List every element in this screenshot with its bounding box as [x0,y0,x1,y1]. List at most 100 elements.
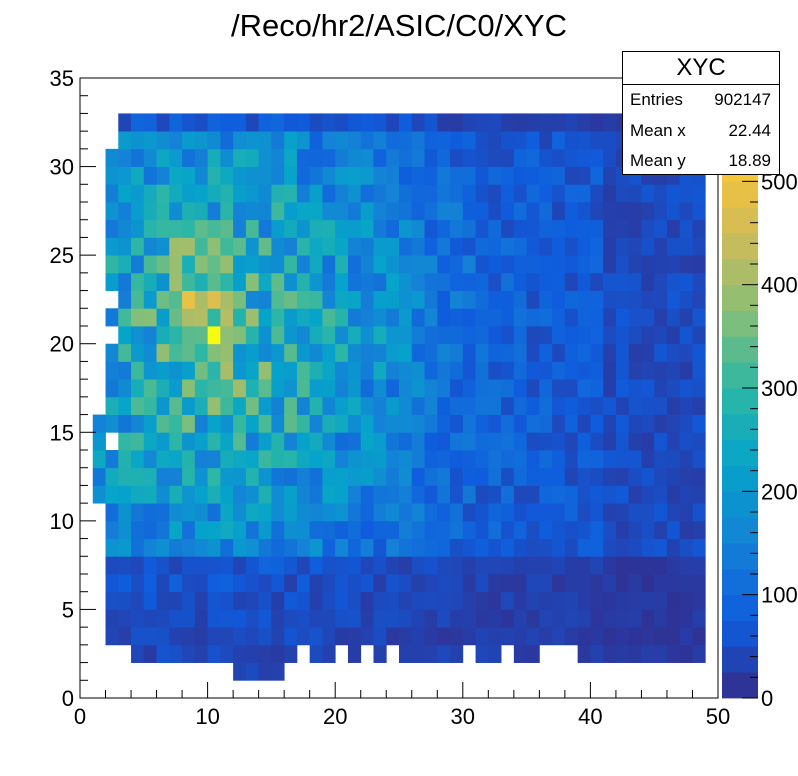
heatmap-cell [641,591,655,610]
heatmap-cell [437,166,451,185]
heatmap-cell [577,520,591,539]
heatmap-cell [169,184,183,203]
heatmap-cell [513,396,527,415]
heatmap-cell [347,414,362,433]
heatmap-cell [207,255,221,274]
heatmap-cell [271,609,285,628]
heatmap-cell [207,343,221,362]
y-tick-label: 15 [50,420,74,445]
heatmap-cell [245,202,260,221]
heatmap-cell [577,202,591,221]
heatmap-cell [220,538,234,557]
heatmap-cell [654,644,668,663]
heatmap-cell [335,290,349,309]
heatmap-cell [399,414,413,433]
heatmap-cell [373,361,387,380]
heatmap-cell [654,414,668,433]
heatmap-cell [169,591,183,610]
heatmap-cell [105,255,119,274]
heatmap-cell [475,556,489,575]
heatmap-cell [628,644,642,663]
heatmap-cell [641,361,655,380]
heatmap-cell [347,538,362,557]
heatmap-cell [488,308,502,327]
heatmap-cell [526,166,540,185]
heatmap-cell [207,272,221,291]
heatmap-cell [539,326,553,345]
heatmap-cell [641,237,655,256]
heatmap-cell [169,272,183,291]
heatmap-cell [590,503,604,522]
heatmap-cell [156,432,170,451]
heatmap-cell [284,272,298,291]
heatmap-cell [335,131,349,150]
heatmap-cell [347,644,362,663]
heatmap-cell [437,591,451,610]
heatmap-cell [654,396,668,415]
heatmap-cell [501,467,515,486]
heatmap-cell [220,166,234,185]
heatmap-cell [552,219,566,238]
heatmap-cell [450,290,464,309]
heatmap-cell [488,113,502,132]
heatmap-cell [207,361,221,380]
heatmap-cell [577,627,591,646]
heatmap-cell [360,343,374,362]
heatmap-cell [628,379,642,398]
heatmap-cell [526,414,540,433]
heatmap-cell [207,520,221,539]
heatmap-cell [526,627,540,646]
heatmap-cell [360,609,374,628]
heatmap-cell [156,290,170,309]
heatmap-cell [156,503,170,522]
heatmap-cell [233,538,247,557]
heatmap-cell [284,202,298,221]
heatmap-cell [347,379,362,398]
heatmap-cell [641,432,655,451]
heatmap-cell [462,485,476,504]
heatmap-cell [233,644,247,663]
heatmap-cell [143,237,157,256]
heatmap-cell [258,272,272,291]
heatmap-cell [615,538,630,557]
heatmap-cell [437,272,451,291]
heatmap-cell [143,644,157,663]
heatmap-cell [194,219,208,238]
heatmap-cell [386,450,400,469]
heatmap-cell [143,113,157,132]
heatmap-cell [679,326,693,345]
heatmap-cell [526,609,540,628]
heatmap-cell [220,361,234,380]
heatmap-cell [679,574,693,593]
heatmap-cell [169,326,183,345]
heatmap-cell [475,361,489,380]
heatmap-cell [399,520,413,539]
palette-band [722,439,758,466]
heatmap-cell [411,414,425,433]
heatmap-cell [603,166,617,185]
heatmap-cell [666,379,681,398]
heatmap-cell [654,184,668,203]
heatmap-cell [296,556,311,575]
heatmap-cell [437,379,451,398]
heatmap-cell [526,343,540,362]
heatmap-cell [462,290,476,309]
heatmap-cell [335,396,349,415]
heatmap-cell [335,148,349,167]
heatmap-cell [207,432,221,451]
heatmap-cell [296,272,311,291]
heatmap-cell [360,450,374,469]
heatmap-cell [220,414,234,433]
heatmap-cell [577,609,591,628]
heatmap-cell [347,255,362,274]
heatmap-cell [131,308,145,327]
heatmap-cell [271,432,285,451]
heatmap-cell [373,503,387,522]
heatmap-cell [450,379,464,398]
heatmap-cell [92,467,106,486]
heatmap-cell [450,131,464,150]
heatmap-cell [513,290,527,309]
heatmap-cell [437,237,451,256]
heatmap-cell [118,184,132,203]
heatmap-cell [462,202,476,221]
